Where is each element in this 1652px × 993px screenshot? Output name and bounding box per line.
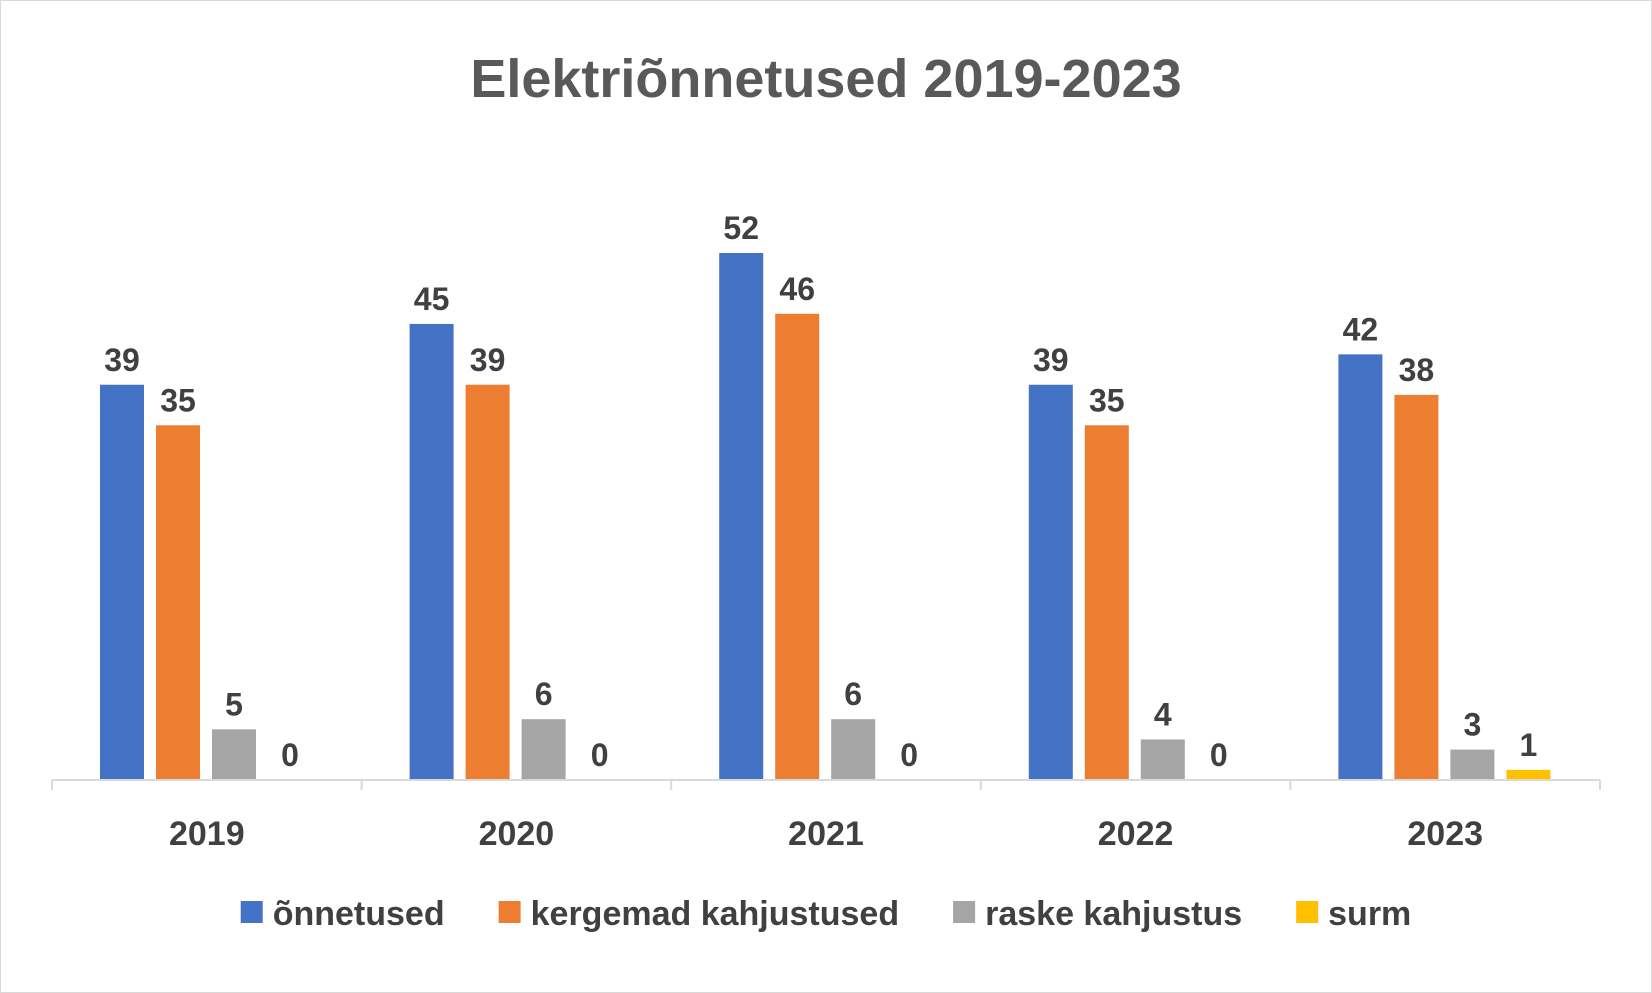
legend-label: surm bbox=[1328, 895, 1411, 933]
data-label: 52 bbox=[723, 210, 759, 246]
bar bbox=[1084, 425, 1129, 780]
data-label: 38 bbox=[1399, 352, 1435, 388]
bar bbox=[775, 313, 820, 780]
data-label: 0 bbox=[591, 737, 609, 773]
legend-item: surm bbox=[1296, 895, 1411, 933]
legend-swatch bbox=[240, 901, 263, 923]
x-tick-label: 2019 bbox=[169, 815, 245, 853]
data-label: 39 bbox=[1033, 342, 1069, 378]
legend-label: kergemad kahjustused bbox=[531, 895, 899, 933]
data-label: 0 bbox=[1210, 737, 1228, 773]
legend-swatch bbox=[1296, 901, 1319, 923]
x-tick-label: 2020 bbox=[479, 815, 555, 853]
data-label: 45 bbox=[414, 281, 450, 317]
x-tick-label: 2022 bbox=[1098, 815, 1174, 853]
data-label: 6 bbox=[535, 676, 553, 712]
bar bbox=[212, 729, 256, 780]
chart-title: Elektriõnnetused 2019-2023 bbox=[470, 49, 1181, 109]
legend: õnnetused kergemad kahjustused raske kahju… bbox=[240, 895, 1411, 933]
x-axis: 2019 2020 2021 2022 2023 bbox=[51, 779, 1601, 853]
legend-item: kergemad kahjustused bbox=[498, 895, 899, 933]
data-label: 0 bbox=[900, 737, 918, 773]
plot-area: 39 35 5 0 45 39 6 0 52 46 6 0 39 35 4 0 42 38 3 1 bbox=[100, 210, 1551, 780]
bar bbox=[409, 323, 454, 780]
data-label: 4 bbox=[1154, 696, 1172, 732]
data-label: 39 bbox=[470, 342, 506, 378]
data-label: 5 bbox=[225, 686, 243, 722]
data-label: 1 bbox=[1520, 727, 1538, 763]
bar bbox=[1140, 739, 1185, 780]
bar bbox=[100, 384, 144, 780]
x-tick-label: 2023 bbox=[1407, 815, 1483, 853]
legend-item: raske kahjustus bbox=[953, 895, 1242, 933]
bar bbox=[521, 719, 566, 780]
legend-label: õnnetused bbox=[273, 895, 445, 933]
legend-label: raske kahjustus bbox=[985, 895, 1242, 933]
data-label: 35 bbox=[1089, 382, 1125, 418]
bar bbox=[1338, 354, 1383, 780]
bar bbox=[1028, 384, 1073, 780]
legend-swatch bbox=[498, 901, 521, 923]
data-label: 46 bbox=[779, 271, 815, 307]
legend-item: õnnetused bbox=[240, 895, 445, 933]
bar bbox=[831, 719, 876, 780]
bar bbox=[1506, 769, 1551, 780]
bar bbox=[465, 384, 510, 780]
bar bbox=[719, 253, 764, 780]
legend-swatch bbox=[953, 901, 976, 923]
data-label: 35 bbox=[160, 382, 196, 418]
data-label: 42 bbox=[1343, 311, 1379, 347]
data-label: 6 bbox=[844, 676, 862, 712]
data-label: 3 bbox=[1464, 707, 1482, 743]
data-label: 0 bbox=[281, 737, 299, 773]
bar bbox=[1394, 394, 1439, 780]
data-label: 39 bbox=[104, 342, 140, 378]
bar bbox=[1450, 749, 1495, 780]
x-tick-label: 2021 bbox=[788, 815, 864, 853]
bar bbox=[156, 425, 200, 780]
